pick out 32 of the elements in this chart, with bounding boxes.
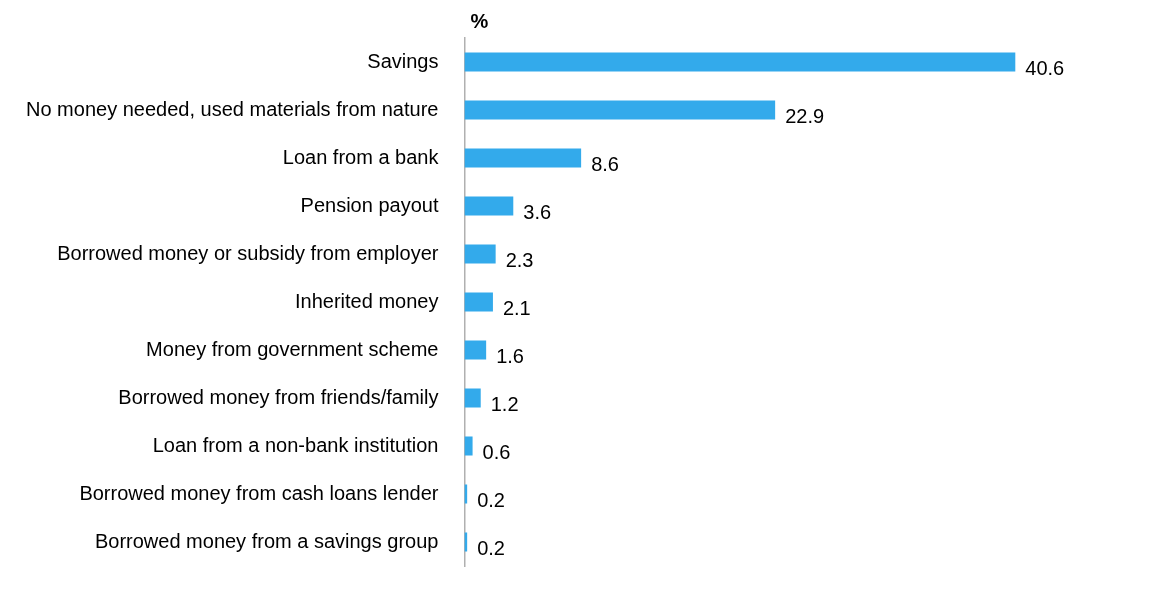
data-label: 0.2 xyxy=(477,488,505,511)
y-tick-label: No money needed, used materials from nature xyxy=(25,97,439,120)
x-axis-title: % xyxy=(470,9,489,32)
bar xyxy=(464,340,487,360)
bar xyxy=(464,196,514,216)
y-tick-label: Borrowed money from a savings group xyxy=(94,529,439,552)
bar xyxy=(464,100,776,120)
bar xyxy=(464,388,481,408)
bar xyxy=(464,244,496,264)
y-tick-label: Loan from a bank xyxy=(282,145,440,168)
y-tick-label: Loan from a non-bank institution xyxy=(152,433,439,456)
data-label: 2.3 xyxy=(505,248,534,271)
data-label: 3.6 xyxy=(523,200,552,223)
bar xyxy=(464,292,493,312)
bar xyxy=(464,436,473,456)
data-label: 1.2 xyxy=(490,392,519,415)
bar xyxy=(464,52,1016,72)
y-tick-label: Borrowed money or subsidy from employer xyxy=(57,241,439,264)
y-tick-label: Borrowed money from friends/family xyxy=(118,385,439,408)
data-label: 0.2 xyxy=(477,536,505,559)
data-label: 2.1 xyxy=(502,296,531,319)
bar xyxy=(464,148,582,168)
y-tick-label: Savings xyxy=(367,49,439,72)
data-label: 22.9 xyxy=(785,104,825,127)
y-tick-label: Pension payout xyxy=(300,193,439,216)
y-tick-label: Money from government scheme xyxy=(146,337,439,360)
data-label: 40.6 xyxy=(1025,56,1065,79)
data-label: 1.6 xyxy=(496,344,524,367)
y-tick-label: Borrowed money from cash loans lender xyxy=(79,481,439,504)
y-tick-label: Inherited money xyxy=(295,289,439,312)
data-label: 8.6 xyxy=(591,152,619,175)
data-label: 0.6 xyxy=(482,440,511,463)
